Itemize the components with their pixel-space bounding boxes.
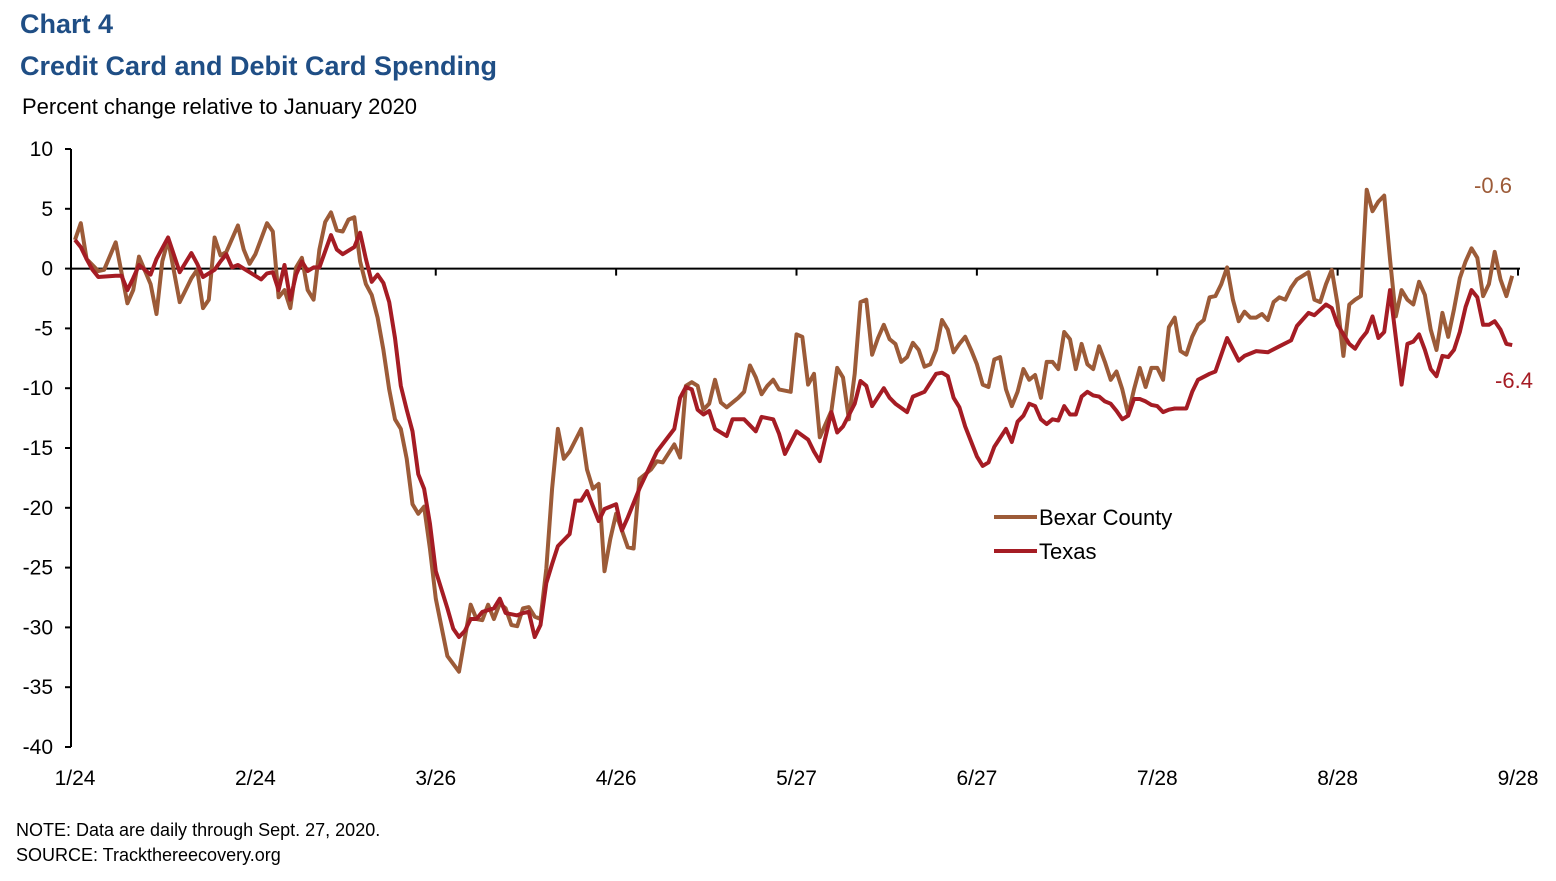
y-tick-label: -30 [23,616,53,639]
source-note: SOURCE: Trackthereecovery.org [16,845,281,865]
legend-label: Texas [1039,539,1096,564]
chart-subtitle: Percent change relative to January 2020 [22,94,418,119]
y-tick-label: -5 [34,317,53,340]
y-tick-label: 10 [30,138,53,161]
y-tick-label: -40 [23,736,53,759]
y-tick-label: -10 [23,377,53,400]
y-tick-label: 5 [41,198,53,221]
y-tick-label: -25 [23,557,53,580]
y-tick-label: 0 [41,258,53,281]
y-tick-label: -15 [23,437,53,460]
chart-title: Credit Card and Debit Card Spending [20,51,498,81]
x-tick-label: 1/24 [55,767,96,790]
x-tick-label: 5/27 [776,767,817,790]
series-line-texas [73,230,1513,639]
series-line-bexar-county [73,187,1515,674]
y-tick-label: -35 [23,676,53,699]
y-tick-label: -20 [23,497,53,520]
x-tick-label: 3/26 [415,767,456,790]
x-tick-label: 2/24 [235,767,276,790]
end-value-label: -6.4 [1495,368,1533,393]
end-value-label: -0.6 [1474,173,1512,198]
legend-label: Bexar County [1039,505,1172,530]
footnote: NOTE: Data are daily through Sept. 27, 2… [16,820,381,840]
x-tick-label: 6/27 [956,767,997,790]
x-tick-label: 4/26 [596,767,637,790]
x-tick-label: 9/28 [1498,767,1539,790]
chart-number: Chart 4 [20,9,114,39]
x-tick-label: 7/28 [1137,767,1178,790]
x-tick-label: 8/28 [1317,767,1358,790]
